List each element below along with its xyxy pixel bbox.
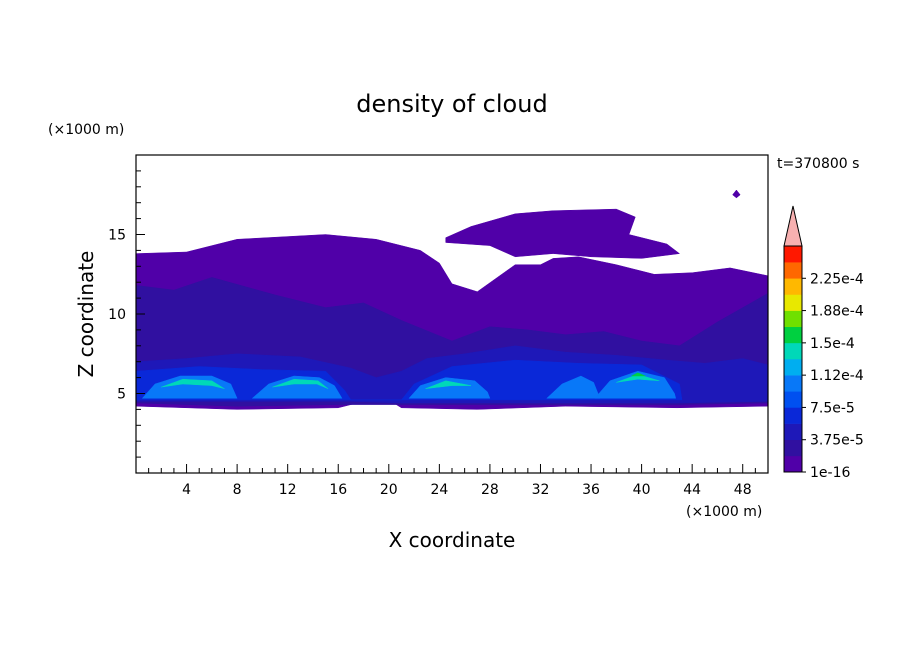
colorbar-extend-arrow <box>783 205 803 247</box>
colorbar-swatch <box>784 278 802 295</box>
colorbar-swatch <box>784 455 802 473</box>
colorbar: 1e-16 3.75e-5 7.5e-5 1.12e-4 1.5e-4 1.88e-4 2.… <box>783 205 864 481</box>
colorbar-swatch <box>784 310 802 328</box>
contour-region-9 <box>594 370 677 399</box>
y-tick-label: 15 <box>108 228 126 244</box>
colorbar-swatch <box>784 439 802 457</box>
x-tick-label: 24 <box>430 482 448 498</box>
colorbar-swatch <box>784 375 802 392</box>
contour-region-8 <box>546 375 601 399</box>
contour-region-14 <box>631 372 646 377</box>
contour-region-6 <box>251 375 343 399</box>
colorbar-swatch <box>784 423 802 441</box>
contour-region-10 <box>161 378 225 389</box>
colorbar-tick-label: 1e-16 <box>810 465 850 481</box>
y-axis-label: Z coordinate <box>74 251 98 378</box>
x-axis-label: X coordinate <box>389 528 516 552</box>
y-tick-label: 10 <box>108 307 126 323</box>
x-tick-label: 40 <box>633 482 651 498</box>
colorbar-swatch <box>784 294 802 311</box>
time-label: t=370800 s <box>777 156 859 172</box>
contour-region-1 <box>445 208 681 259</box>
colorbar-tick-label: 1.88e-4 <box>810 304 864 320</box>
x-tick-label: 16 <box>329 482 347 498</box>
y-unit-label: (×1000 m) <box>48 122 124 138</box>
x-tick-label: 8 <box>233 482 242 498</box>
contour-region-7 <box>408 377 491 399</box>
x-tick-label: 32 <box>532 482 550 498</box>
contour-region-11 <box>272 378 329 389</box>
x-unit-label: (×1000 m) <box>686 504 762 520</box>
colorbar-tick-label: 2.25e-4 <box>810 271 864 287</box>
colorbar-swatch <box>784 326 802 344</box>
colorbar-swatch <box>784 359 802 376</box>
colorbar-swatch <box>784 262 802 279</box>
colorbar-swatch <box>784 407 802 424</box>
x-tick-label: 20 <box>380 482 398 498</box>
colorbar-frame <box>783 245 803 473</box>
y-tick-label: 5 <box>117 387 126 403</box>
colorbar-tick-label: 1.12e-4 <box>810 368 864 384</box>
colorbar-swatch <box>784 246 802 263</box>
x-axis-ticks: 4 8 12 16 20 24 28 32 36 40 44 48 <box>148 464 756 498</box>
contour-region-13 <box>616 374 660 383</box>
x-tick-label: 44 <box>683 482 701 498</box>
x-tick-label: 4 <box>182 482 191 498</box>
colorbar-swatch <box>784 342 802 360</box>
contour-region-12 <box>425 380 472 389</box>
x-tick-label: 36 <box>582 482 600 498</box>
x-tick-label: 28 <box>481 482 499 498</box>
x-tick-label: 48 <box>734 482 752 498</box>
colorbar-swatch <box>784 391 802 408</box>
contour-region-15 <box>732 189 741 199</box>
colorbar-tick-label: 7.5e-5 <box>810 400 855 416</box>
colorbar-tick-label: 3.75e-5 <box>810 433 864 449</box>
plot-area <box>136 189 768 410</box>
chart-title: density of cloud <box>356 90 547 118</box>
colorbar-tick-label: 1.5e-4 <box>810 336 855 352</box>
x-tick-label: 12 <box>279 482 297 498</box>
y-axis-ticks: 5 10 15 <box>108 170 145 458</box>
